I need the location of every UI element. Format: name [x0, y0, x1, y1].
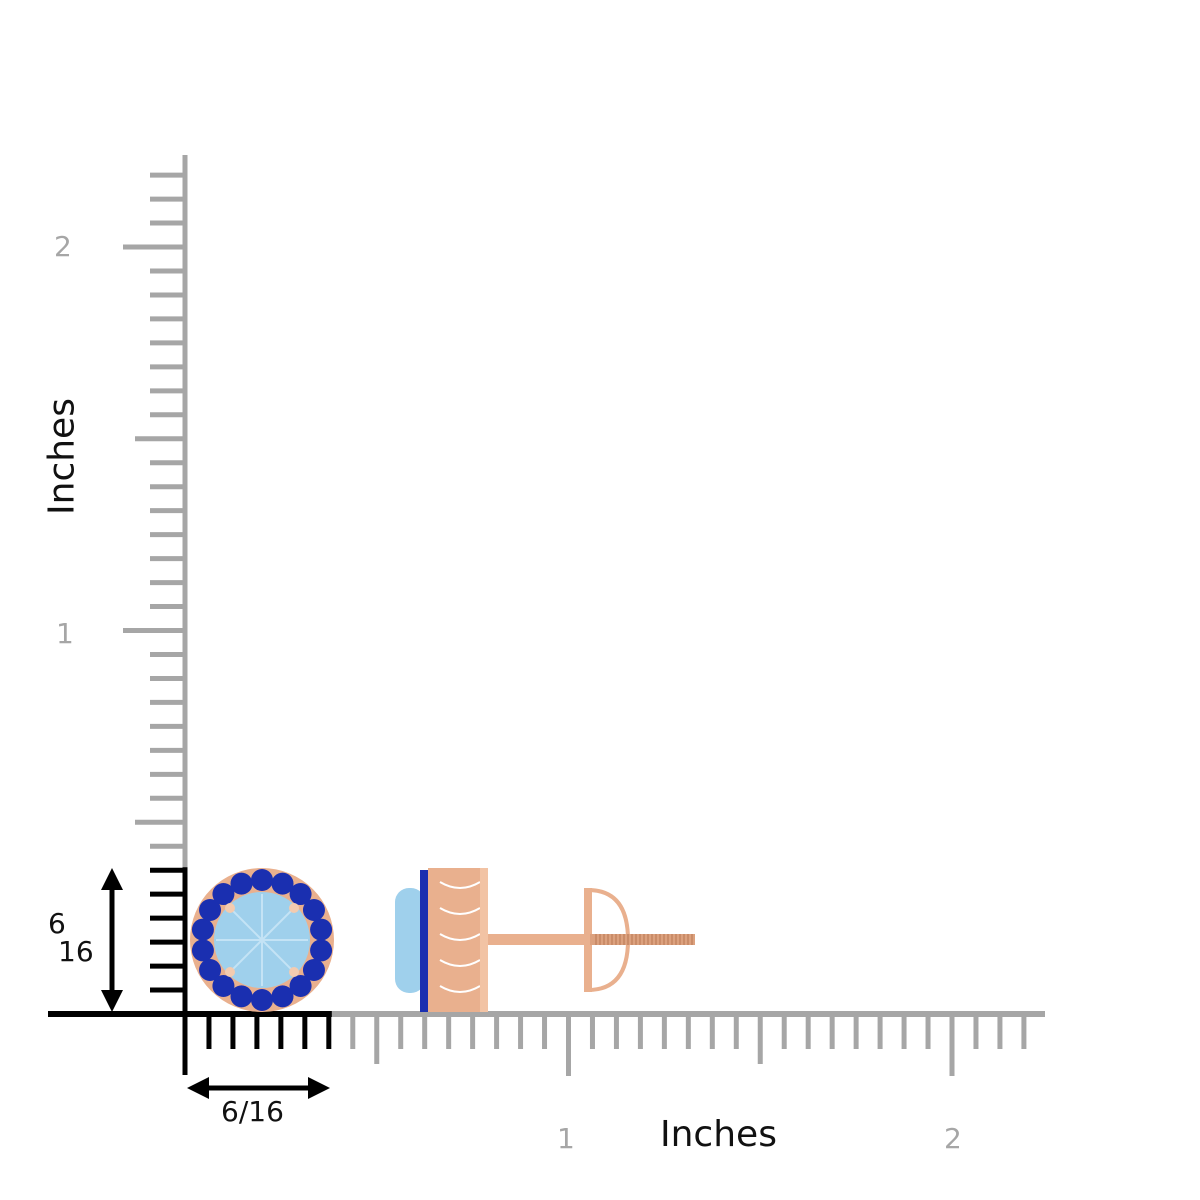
- stone-facet: [228, 939, 263, 974]
- halo-stone: [199, 959, 222, 981]
- gallery-pattern: [439, 985, 481, 993]
- width-dimension-label: 6/16: [221, 1095, 284, 1128]
- halo-stone: [310, 939, 333, 962]
- prong: [289, 903, 299, 913]
- halo-stone: [289, 883, 312, 906]
- prong: [289, 967, 299, 977]
- halo-stone: [212, 974, 235, 997]
- width-arrow-left: [187, 1077, 209, 1099]
- halo-stone: [230, 985, 253, 1008]
- halo-stone: [212, 883, 235, 906]
- halo-stone: [302, 959, 325, 981]
- halo-stone: [199, 899, 222, 921]
- earring-post: [488, 934, 588, 945]
- prong: [225, 967, 235, 977]
- prong: [225, 903, 235, 913]
- halo-stone: [289, 974, 312, 997]
- gallery-pattern: [439, 907, 481, 915]
- h-tick-label-1: 1: [557, 1122, 575, 1155]
- height-arrow-bottom: [101, 990, 123, 1012]
- height-numerator: 6: [48, 907, 66, 940]
- height-arrow-top: [101, 868, 123, 890]
- side-halo-stones: [420, 870, 430, 1012]
- halo-stone: [271, 872, 294, 895]
- side-center-stone: [395, 888, 425, 993]
- gallery-pattern: [439, 881, 481, 889]
- gallery-pattern: [439, 933, 481, 941]
- gallery-pattern: [439, 959, 481, 967]
- halo-stone: [302, 899, 325, 921]
- halo-stone: [230, 872, 253, 895]
- halo-stone: [271, 985, 294, 1008]
- height-dimension-label: 6 16: [48, 910, 94, 966]
- screw-back-plate: [584, 888, 592, 992]
- side-backplate: [480, 868, 488, 1012]
- stone-facet: [261, 939, 296, 974]
- v-tick-label-2: 2: [54, 230, 72, 263]
- vertical-axis-title: Inches: [41, 398, 83, 515]
- horizontal-axis-title: Inches: [660, 1114, 777, 1155]
- halo-stone: [251, 989, 273, 1011]
- height-denominator: 16: [58, 935, 94, 968]
- h-tick-label-2: 2: [944, 1122, 962, 1155]
- halo-stone: [310, 918, 333, 941]
- halo-stone: [191, 939, 214, 962]
- halo-stone: [251, 869, 273, 891]
- halo-stone: [191, 918, 214, 941]
- threaded-post: [590, 934, 695, 945]
- stone-facet: [261, 906, 296, 941]
- v-tick-label-1: 1: [56, 617, 74, 650]
- width-arrow-right: [308, 1077, 330, 1099]
- stone-facet: [228, 906, 263, 941]
